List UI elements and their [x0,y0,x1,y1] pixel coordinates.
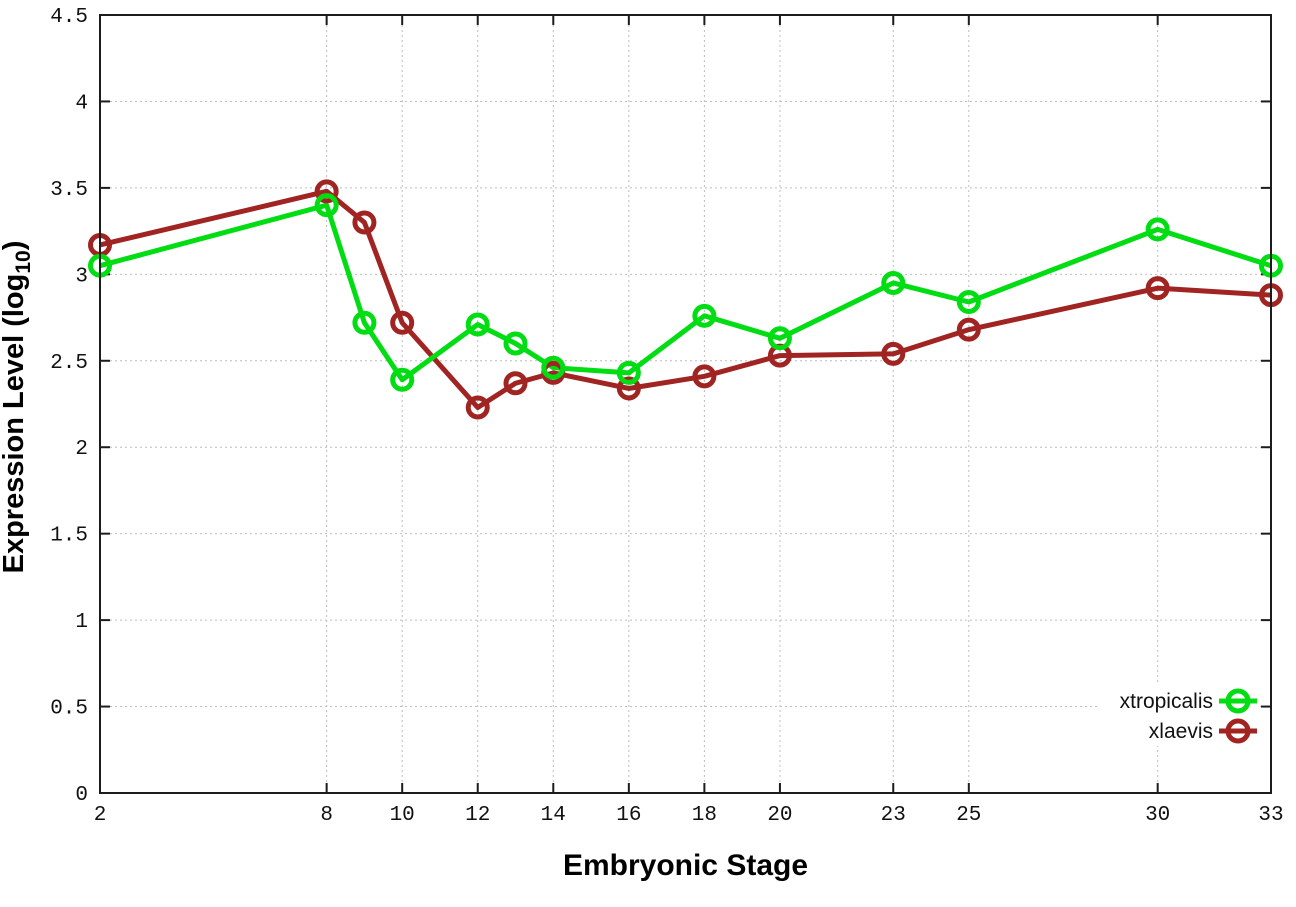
y-tick-label: 3 [75,265,88,288]
y-tick-label: 1 [75,611,88,634]
marker-xtropicalis [1145,217,1170,242]
y-tick-label: 2.5 [50,352,88,375]
legend-marker [1225,718,1251,744]
marker-xtropicalis [881,270,906,295]
marker-xlaevis [465,395,490,420]
x-tick-label: 12 [465,804,490,827]
legend-label: xtropicalis [1120,690,1213,713]
marker-xtropicalis [390,367,415,392]
y-tick-label: 2 [75,438,88,461]
x-axis-title: Embryonic Stage [562,849,809,882]
marker-xtropicalis [465,312,490,337]
legend-marker [1225,688,1251,714]
y-tick-label: 0.5 [50,698,88,721]
y-tick-label: 3.5 [50,179,88,202]
x-tick-label: 10 [390,804,415,827]
y-tick-label: 1.5 [50,525,88,548]
x-tick-label: 33 [1258,804,1283,827]
x-tick-label: 30 [1145,804,1170,827]
x-tick-label: 20 [767,804,792,827]
marker-xtropicalis [541,355,566,380]
marker-xlaevis [881,341,906,366]
plot-border [99,14,1272,794]
marker-xtropicalis [352,310,377,335]
y-tick-label: 4 [75,92,88,115]
legend-label: xlaevis [1149,720,1213,743]
marker-xtropicalis [692,303,717,328]
series-line-xlaevis [99,188,1272,410]
marker-xlaevis [352,210,377,235]
legend-item-xlaevis: xlaevis [1149,718,1257,744]
x-tick-label: 25 [956,804,981,827]
y-tick-label: 4.5 [50,6,88,29]
marker-xtropicalis [314,193,339,218]
marker-xlaevis [956,317,981,342]
x-tick-label: 16 [616,804,641,827]
marker-xtropicalis [503,331,528,356]
x-tick-label: 18 [692,804,717,827]
x-tick-label: 8 [320,804,333,827]
marker-xlaevis [692,364,717,389]
x-tick-label: 23 [881,804,906,827]
marker-xtropicalis [616,360,641,385]
marker-xlaevis [503,371,528,396]
marker-xlaevis [314,179,339,204]
marker-xtropicalis [767,326,792,351]
marker-xlaevis [390,310,415,335]
marker-xlaevis [616,376,641,401]
x-tick-label: 2 [94,804,107,827]
y-tick-label: 0 [75,784,88,807]
marker-xtropicalis [956,289,981,314]
marker-xlaevis [1145,276,1170,301]
x-tick-label: 14 [541,804,566,827]
series-line-xtropicalis [99,202,1272,383]
legend-item-xtropicalis: xtropicalis [1120,688,1257,714]
